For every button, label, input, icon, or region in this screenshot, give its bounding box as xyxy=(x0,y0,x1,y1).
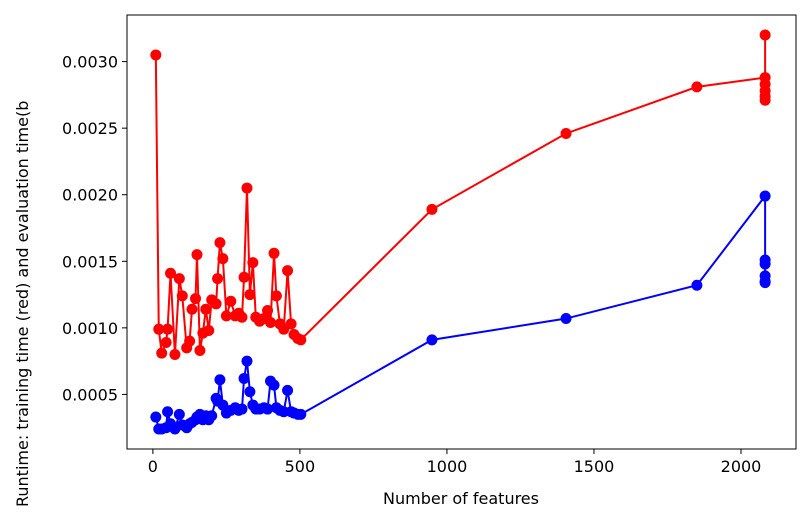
point xyxy=(759,277,771,289)
y-tick-label: 0.0020 xyxy=(62,186,118,205)
point xyxy=(759,190,771,202)
point xyxy=(691,279,703,291)
point xyxy=(210,298,222,310)
point xyxy=(295,408,307,420)
point xyxy=(426,203,438,215)
point xyxy=(759,29,771,41)
point xyxy=(282,265,294,277)
point xyxy=(176,290,188,302)
point xyxy=(150,49,162,61)
point xyxy=(295,334,307,346)
point xyxy=(759,258,771,270)
point xyxy=(173,273,185,285)
point xyxy=(160,336,172,348)
plot-frame xyxy=(126,14,797,450)
point xyxy=(165,267,177,279)
point xyxy=(150,411,162,423)
point xyxy=(184,335,196,347)
point xyxy=(206,410,218,422)
x-tick-label: 500 xyxy=(285,457,316,476)
point xyxy=(214,237,226,249)
point xyxy=(212,273,224,285)
point xyxy=(244,386,256,398)
point xyxy=(247,257,259,269)
point xyxy=(200,303,212,315)
point xyxy=(236,311,248,323)
y-tick-label: 0.0005 xyxy=(62,385,118,404)
point xyxy=(156,347,168,359)
point xyxy=(238,372,250,384)
x-axis-label: Number of features xyxy=(383,489,539,508)
point xyxy=(241,182,253,194)
point xyxy=(190,293,202,305)
point xyxy=(426,334,438,346)
point xyxy=(285,318,297,330)
y-tick-label: 0.0010 xyxy=(62,319,118,338)
point xyxy=(169,348,181,360)
point xyxy=(203,325,215,337)
point xyxy=(268,379,280,391)
point xyxy=(162,406,174,418)
point xyxy=(262,305,274,317)
point xyxy=(236,403,248,415)
point xyxy=(214,374,226,386)
point xyxy=(191,249,203,261)
point xyxy=(220,310,232,322)
point xyxy=(270,290,282,302)
point xyxy=(560,127,572,139)
point xyxy=(238,271,250,283)
x-tick-label: 0 xyxy=(148,457,158,476)
point xyxy=(186,303,198,315)
point xyxy=(282,384,294,396)
point xyxy=(759,94,771,106)
point xyxy=(217,253,229,265)
point xyxy=(268,247,280,259)
y-tick-label: 0.0025 xyxy=(62,119,118,138)
y-tick-label: 0.0015 xyxy=(62,252,118,271)
x-tick-label: 1500 xyxy=(574,457,615,476)
point xyxy=(241,355,253,367)
point xyxy=(262,403,274,415)
point xyxy=(560,313,572,325)
point xyxy=(244,289,256,301)
y-axis-label: Runtime: training time (red) and evaluat… xyxy=(13,101,32,507)
point xyxy=(691,81,703,93)
point xyxy=(153,323,165,335)
x-tick-label: 2000 xyxy=(721,457,762,476)
point xyxy=(194,344,206,356)
point xyxy=(173,408,185,420)
x-tick-label: 1000 xyxy=(427,457,468,476)
series-line xyxy=(154,34,767,358)
point xyxy=(225,295,237,307)
point xyxy=(162,323,174,335)
y-tick-label: 0.0030 xyxy=(62,53,118,72)
point xyxy=(265,317,277,329)
